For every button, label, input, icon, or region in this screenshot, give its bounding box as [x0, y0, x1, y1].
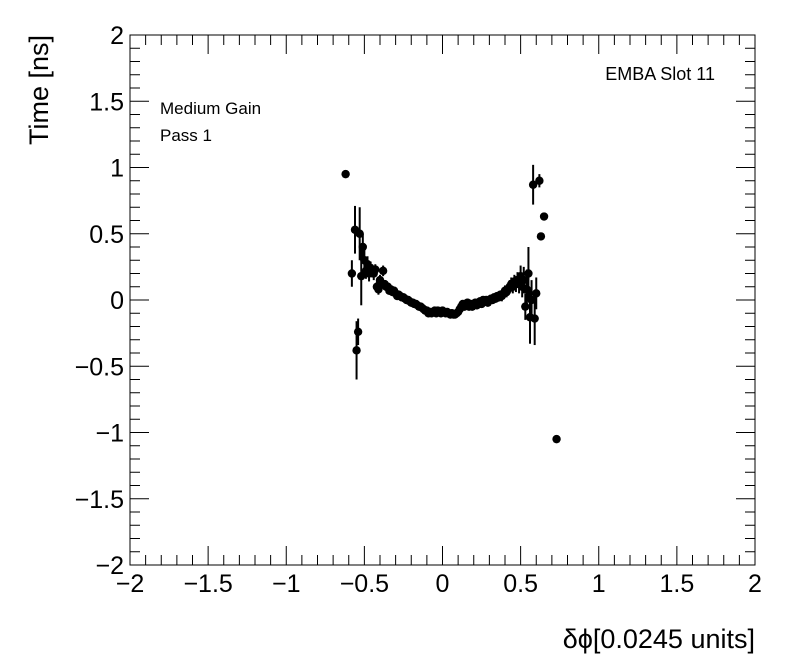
plot-frame — [129, 34, 756, 566]
x-tick-labels: −2 −1.5 −1 −0.5 0 0.5 1 1.5 2 — [116, 570, 762, 598]
marker — [341, 169, 350, 179]
data-point — [341, 169, 350, 179]
data-point — [536, 232, 546, 241]
marker — [352, 346, 361, 355]
marker — [353, 327, 363, 336]
y-tick-label: 0.5 — [89, 221, 124, 249]
marker — [355, 229, 364, 238]
data-point — [378, 265, 388, 277]
x-tick-label: −1 — [272, 570, 301, 598]
marker — [358, 242, 368, 252]
x-tick-label: 2 — [748, 570, 762, 598]
module-annotation: EMBA Slot 11 — [605, 64, 715, 84]
data-points — [341, 164, 561, 444]
marker — [536, 232, 546, 241]
y-tick-label: 1.5 — [89, 88, 124, 116]
data-point — [530, 292, 539, 346]
y-tick-label: 0 — [110, 287, 124, 315]
data-point — [527, 280, 536, 320]
marker — [378, 266, 388, 276]
data-point — [355, 207, 364, 261]
data-point — [524, 247, 533, 300]
marker — [519, 275, 528, 285]
y-tick-label: −2 — [95, 552, 124, 580]
marker — [532, 289, 541, 298]
x-tick-label: 1 — [592, 570, 606, 598]
x-tick-label: 0.5 — [503, 570, 538, 598]
y-tick-label: −0.5 — [75, 353, 124, 381]
x-tick-label: −0.5 — [340, 570, 389, 598]
data-point — [371, 264, 380, 275]
x-tick-label: −2 — [116, 570, 145, 598]
data-point — [528, 164, 538, 205]
marker — [528, 180, 538, 189]
marker — [521, 302, 530, 311]
data-point — [532, 277, 541, 310]
marker — [371, 265, 380, 274]
y-axis-title: Time [ns] — [24, 35, 54, 145]
data-point — [535, 174, 544, 188]
x-axis-title: δϕ[0.0245 units] — [563, 624, 755, 654]
x-tick-label: 0 — [436, 570, 450, 598]
marker — [535, 176, 544, 185]
data-point — [539, 212, 549, 221]
y-tick-labels: −2 −1.5 −1 −0.5 0 0.5 1 1.5 2 — [75, 22, 124, 580]
marker — [539, 212, 549, 221]
gain-annotation: Medium Gain — [160, 99, 261, 118]
data-point — [358, 233, 368, 261]
marker — [527, 295, 536, 305]
x-tick-label: 1.5 — [659, 570, 694, 598]
marker — [530, 314, 539, 323]
pass-annotation: Pass 1 — [160, 126, 212, 145]
y-tick-label: 2 — [110, 22, 124, 50]
data-point — [552, 434, 561, 444]
marker — [552, 434, 561, 444]
y-tick-label: −1 — [95, 420, 124, 448]
data-point — [353, 318, 363, 346]
y-tick-label: 1 — [110, 155, 124, 183]
marker — [524, 269, 533, 278]
data-point — [347, 260, 357, 287]
y-tick-label: −1.5 — [75, 486, 124, 514]
x-tick-label: −1.5 — [183, 570, 232, 598]
marker — [347, 269, 357, 278]
